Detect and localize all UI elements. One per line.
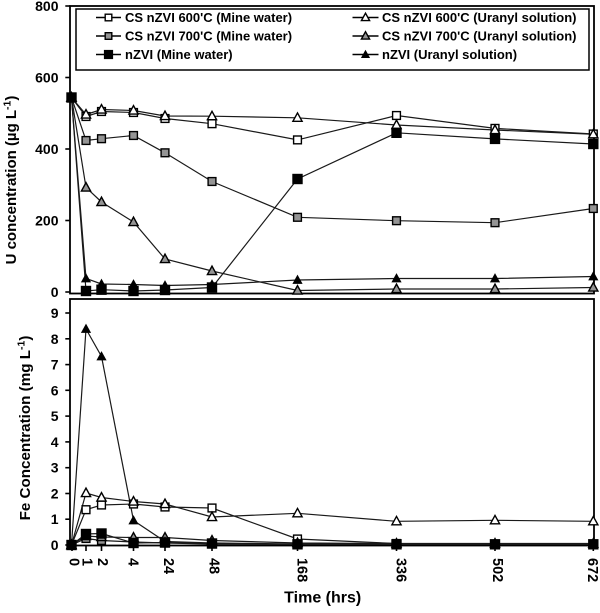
svg-text:800: 800: [35, 0, 59, 14]
svg-text:0: 0: [66, 558, 82, 566]
svg-text:7: 7: [51, 357, 59, 373]
svg-text:168: 168: [293, 558, 309, 582]
svg-text:400: 400: [35, 141, 59, 157]
svg-text:502: 502: [489, 558, 505, 582]
svg-text:0: 0: [51, 537, 59, 553]
svg-text:CS nZVI 700'C (Mine water): CS nZVI 700'C (Mine water): [125, 29, 292, 44]
svg-text:1: 1: [78, 558, 94, 566]
svg-text:600: 600: [35, 70, 59, 86]
svg-text:nZVI (Mine water): nZVI (Mine water): [125, 47, 233, 62]
svg-text:2: 2: [94, 558, 110, 566]
svg-text:24: 24: [160, 558, 176, 574]
svg-text:CS nZVI 700'C (Uranyl solution: CS nZVI 700'C (Uranyl solution): [382, 29, 577, 44]
svg-text:4: 4: [125, 558, 141, 566]
svg-text:3: 3: [51, 460, 59, 476]
svg-text:8: 8: [51, 331, 59, 347]
svg-text:0: 0: [51, 284, 59, 300]
svg-text:5: 5: [51, 408, 59, 424]
svg-text:Fe Concentration (mg L-1): Fe Concentration (mg L-1): [16, 336, 35, 521]
svg-text:9: 9: [51, 305, 59, 321]
svg-text:U concentration (µg L-1): U concentration (µg L-1): [2, 96, 21, 265]
svg-text:4: 4: [51, 434, 59, 450]
svg-text:CS nZVI 600'C (Uranyl solution: CS nZVI 600'C (Uranyl solution): [382, 10, 577, 25]
svg-text:672: 672: [584, 558, 600, 582]
svg-text:336: 336: [392, 558, 408, 582]
svg-text:CS nZVI 600'C (Mine water): CS nZVI 600'C (Mine water): [125, 10, 292, 25]
svg-text:2: 2: [51, 486, 59, 502]
svg-text:nZVI (Uranyl solution): nZVI (Uranyl solution): [382, 47, 517, 62]
svg-text:Time (hrs): Time (hrs): [284, 590, 361, 607]
svg-text:200: 200: [35, 213, 59, 229]
svg-text:48: 48: [205, 558, 221, 574]
svg-text:6: 6: [51, 382, 59, 398]
svg-text:1: 1: [51, 511, 59, 527]
